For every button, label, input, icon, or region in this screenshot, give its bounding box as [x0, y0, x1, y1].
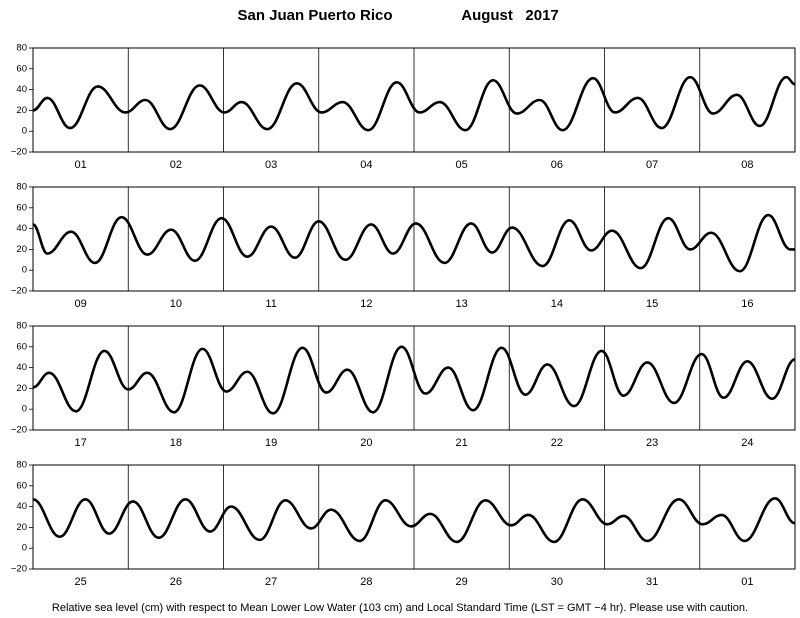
y-tick-label: 0 — [22, 265, 27, 276]
x-tick-label: 14 — [551, 298, 563, 310]
chart-subtitle: August 2017 — [461, 7, 559, 24]
y-tick-label: 80 — [16, 43, 27, 54]
y-tick-label: −20 — [11, 286, 27, 297]
y-tick-label: 20 — [16, 105, 27, 116]
chart-title: San Juan Puerto Rico — [237, 7, 392, 24]
y-tick-label: 20 — [16, 522, 27, 533]
x-tick-label: 17 — [75, 437, 87, 449]
y-tick-label: 40 — [16, 501, 27, 512]
x-tick-label: 07 — [646, 159, 658, 171]
y-tick-label: 0 — [22, 404, 27, 415]
x-tick-label: 11 — [265, 298, 276, 310]
y-tick-label: 0 — [22, 126, 27, 137]
y-tick-label: −20 — [11, 425, 27, 436]
y-tick-label: 60 — [16, 480, 27, 491]
y-tick-label: 80 — [16, 321, 27, 332]
x-tick-label: 01 — [75, 159, 87, 171]
tide-line — [32, 496, 796, 544]
x-tick-label: 22 — [551, 437, 563, 449]
y-tick-label: 20 — [16, 383, 27, 394]
x-tick-label: 28 — [360, 576, 372, 588]
x-tick-label: 01 — [741, 576, 753, 588]
tide-line — [32, 345, 796, 415]
y-tick-label: 0 — [22, 543, 27, 554]
y-tick-label: −20 — [11, 564, 27, 575]
x-tick-label: 24 — [741, 437, 753, 449]
x-tick-label: 16 — [741, 298, 753, 310]
x-tick-label: 19 — [265, 437, 277, 449]
x-tick-label: 15 — [646, 298, 658, 310]
x-tick-label: 04 — [360, 159, 372, 171]
x-tick-label: 09 — [75, 298, 87, 310]
tide-line — [32, 75, 796, 132]
y-tick-label: 60 — [16, 63, 27, 74]
x-tick-label: 12 — [360, 298, 372, 310]
x-tick-label: 18 — [170, 437, 182, 449]
y-tick-label: 20 — [16, 244, 27, 255]
x-tick-label: 03 — [265, 159, 277, 171]
tide-line — [32, 213, 795, 273]
footer-note: Relative sea level (cm) with respect to … — [52, 602, 748, 614]
x-tick-label: 23 — [646, 437, 658, 449]
y-tick-label: 40 — [16, 84, 27, 95]
x-tick-label: 08 — [741, 159, 753, 171]
x-tick-label: 25 — [75, 576, 87, 588]
x-tick-label: 27 — [265, 576, 277, 588]
x-tick-label: 31 — [646, 576, 658, 588]
x-tick-label: 05 — [456, 159, 468, 171]
y-tick-label: 60 — [16, 202, 27, 213]
y-tick-label: 40 — [16, 362, 27, 373]
x-tick-label: 10 — [170, 298, 182, 310]
x-tick-label: 20 — [360, 437, 372, 449]
x-tick-label: 30 — [551, 576, 563, 588]
x-tick-label: 29 — [456, 576, 468, 588]
y-tick-label: 60 — [16, 341, 27, 352]
x-tick-label: 26 — [170, 576, 182, 588]
x-tick-label: 13 — [456, 298, 468, 310]
x-tick-label: 02 — [170, 159, 182, 171]
y-tick-label: 80 — [16, 460, 27, 471]
y-tick-label: −20 — [11, 147, 27, 158]
x-tick-label: 21 — [456, 437, 468, 449]
x-tick-label: 06 — [551, 159, 563, 171]
y-tick-label: 80 — [16, 182, 27, 193]
y-tick-label: 40 — [16, 223, 27, 234]
